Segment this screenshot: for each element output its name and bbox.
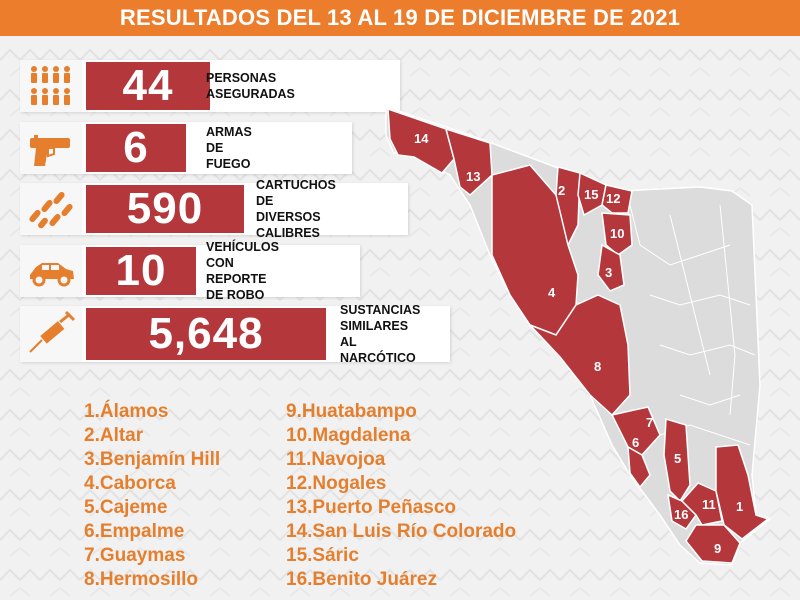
region-12 (601, 184, 633, 214)
legend-item: 6.Empalme (84, 521, 185, 542)
map-label-10: 10 (610, 226, 624, 241)
region-6 (627, 445, 651, 489)
legend-right: 9.Huatabampo 10.Magdalena 11.Navojoa 12.… (286, 400, 516, 592)
stat-label: ARMAS DE FUEGO (206, 125, 252, 171)
legend-item: 13.Puerto Peñasco (286, 497, 457, 518)
map-label-16: 16 (674, 507, 688, 522)
region-3 (597, 243, 625, 292)
stat-value: 10 (86, 246, 196, 295)
legend-item: 12.Nogales (286, 473, 387, 494)
sonora-map: 1 2 3 4 5 6 7 8 9 10 11 12 13 14 15 16 (385, 105, 772, 566)
legend-item: 2.Altar (84, 425, 144, 446)
map-label-5: 5 (674, 451, 681, 466)
stat-label: PERSONAS ASEGURADAS (206, 71, 295, 101)
car-icon (20, 245, 82, 297)
legend-item: 11.Navojoa (286, 449, 386, 470)
syringe-icon (20, 306, 82, 362)
bullets-icon (20, 183, 82, 235)
stat-label: CARTUCHOS DE DIVERSOS CALIBRES (256, 178, 336, 240)
legend-item: 3.Benjamín Hill (84, 449, 221, 470)
stat-value: 6 (86, 123, 186, 172)
legend-item: 1.Álamos (84, 401, 169, 422)
region-7 (610, 406, 661, 456)
map-borders (629, 204, 756, 446)
map-label-2: 2 (558, 183, 565, 198)
map-label-14: 14 (414, 131, 429, 146)
legend-item: 5.Cajeme (84, 497, 168, 518)
map-label-3: 3 (605, 265, 612, 280)
map-label-8: 8 (594, 359, 601, 374)
map-label-1: 1 (736, 499, 743, 514)
stat-card (20, 60, 400, 112)
region-16 (667, 493, 697, 530)
map-label-11: 11 (702, 497, 716, 512)
region-11 (680, 482, 723, 526)
map-label-6: 6 (632, 435, 639, 450)
stat-label: VEHÍCULOS CON REPORTE DE ROBO (206, 240, 279, 302)
legend-item: 10.Magdalena (286, 425, 411, 446)
region-15 (577, 171, 607, 217)
map-label-4: 4 (548, 285, 556, 300)
legend-item: 8.Hermosillo (84, 569, 199, 590)
stat-value: 5,648 (86, 308, 326, 360)
map-label-7: 7 (646, 415, 653, 430)
legend-item: 9.Huatabampo (286, 401, 417, 422)
people-icon (20, 60, 82, 112)
map-labels: 1 2 3 4 5 6 7 8 9 10 11 12 13 14 15 16 (414, 131, 743, 556)
legend-item: 14.San Luis Río Colorado (286, 521, 517, 542)
map-label-15: 15 (584, 187, 598, 202)
pistol-icon (20, 122, 82, 174)
header-banner: RESULTADOS DEL 13 AL 19 DE DICIEMBRE DE … (0, 0, 800, 36)
region-8 (529, 294, 631, 417)
stat-value: 44 (86, 61, 210, 110)
region-10 (601, 212, 633, 256)
stat-label: SUSTANCIAS SIMILARES AL NARCÓTICO (340, 303, 421, 365)
region-1 (715, 444, 770, 540)
legend-item: 7.Guaymas (84, 545, 186, 566)
legend-item: 15.Sáric (286, 545, 359, 566)
map-label-12: 12 (606, 191, 620, 206)
map-highlighted-regions (387, 107, 770, 564)
region-13 (444, 127, 493, 196)
legend-left: 1.Álamos 2.Altar 3.Benjamín Hill 4.Cabor… (84, 400, 220, 592)
map-label-9: 9 (714, 541, 721, 556)
stat-value: 590 (86, 184, 244, 233)
region-9 (685, 524, 741, 564)
page-title: RESULTADOS DEL 13 AL 19 DE DICIEMBRE DE … (119, 5, 681, 30)
map-label-13: 13 (466, 169, 480, 184)
legend-item: 16.Benito Juárez (286, 569, 437, 590)
legend-item: 4.Caborca (84, 473, 176, 494)
